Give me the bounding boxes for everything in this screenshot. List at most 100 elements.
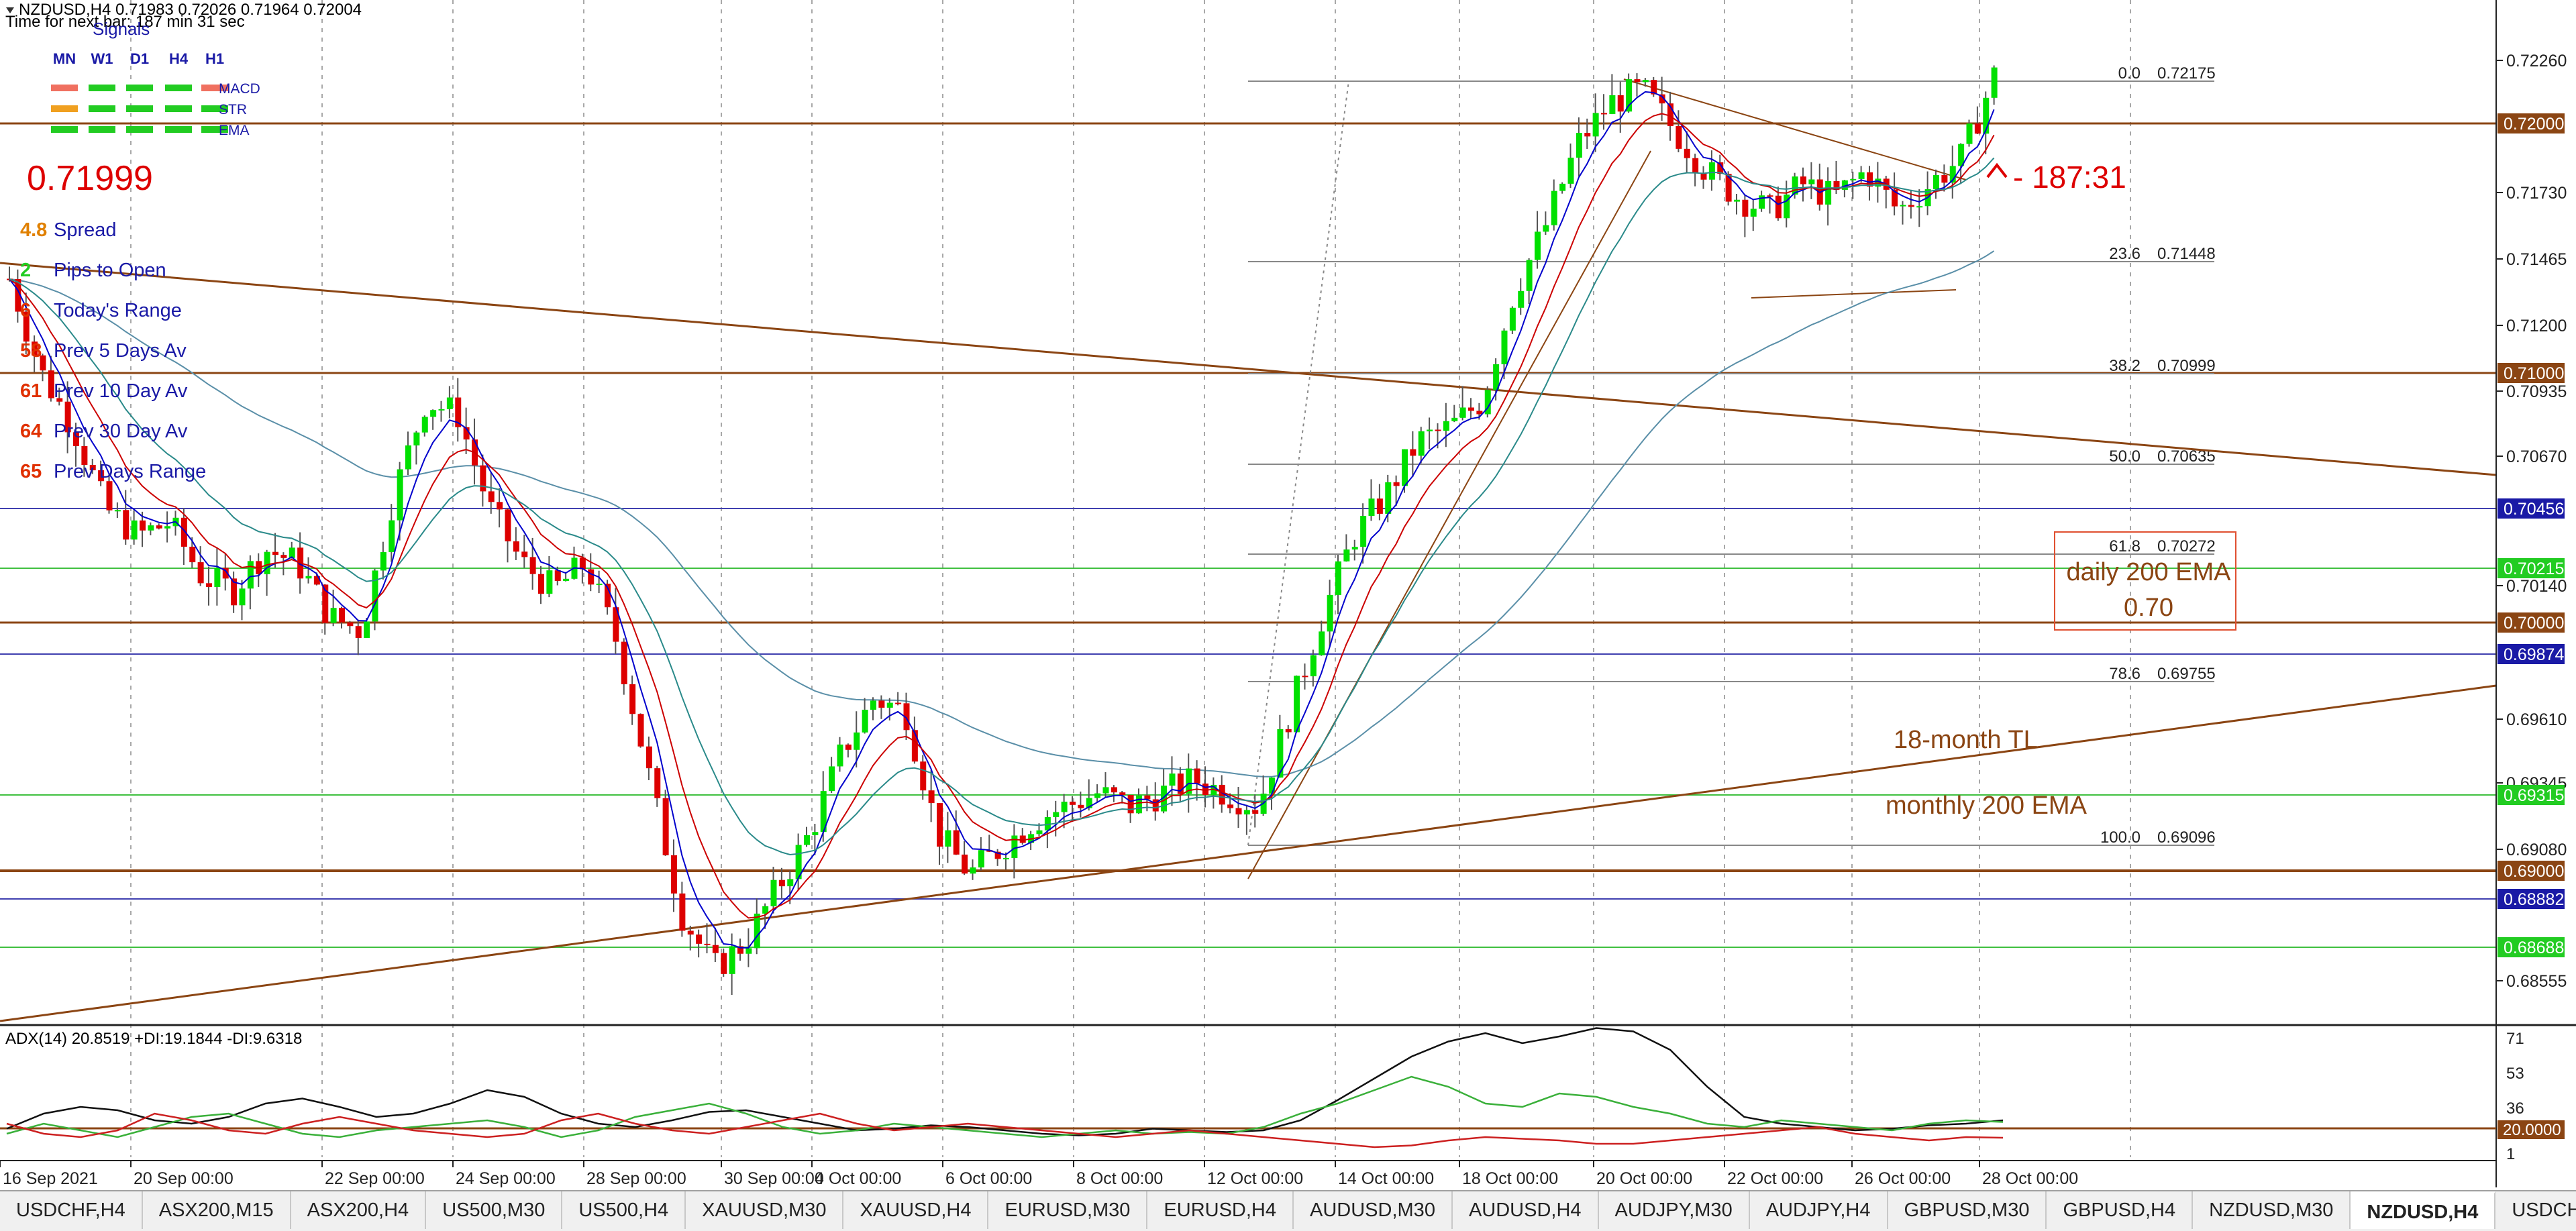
price-tick: 0.71730 [2506, 184, 2567, 203]
fibonacci-retracement[interactable] [1247, 81, 2214, 846]
signal-bar [126, 105, 153, 112]
bull-candle [1443, 421, 1449, 431]
signal-bar [126, 126, 153, 133]
bear-candle [671, 855, 677, 894]
symbol-tab[interactable]: US500,H4 [562, 1191, 686, 1229]
fib-labels: 0.0 0.72175 23.6 0.71448 38.2 0.70999 50… [2100, 64, 2216, 847]
symbol-tab[interactable]: USDCHF [2495, 1191, 2576, 1229]
fib-ratio: 23.6 [2109, 245, 2141, 263]
bull-candle [1933, 174, 1939, 190]
bull-candle [1459, 407, 1466, 418]
symbol-tab[interactable]: ASX200,M15 [143, 1191, 291, 1229]
bull-candle [1368, 498, 1375, 517]
rally-trend-line [1247, 150, 1651, 879]
bear-candle [1202, 784, 1208, 796]
bear-candle [32, 341, 38, 356]
symbol-tab[interactable]: NZDUSD,M30 [2193, 1191, 2351, 1229]
signal-bar [165, 105, 192, 112]
bull-candle [1036, 830, 1043, 835]
symbol-tab[interactable]: AUDJPY,H4 [1750, 1191, 1888, 1229]
moving-average-lines [9, 91, 1995, 949]
bull-candle [389, 520, 395, 553]
symbol-tab[interactable]: ASX200,H4 [291, 1191, 427, 1229]
symbol-tab[interactable]: GBPUSD,M30 [1888, 1191, 2047, 1229]
bear-candle [1476, 411, 1483, 415]
bear-candle [737, 946, 743, 954]
bear-candle [106, 481, 113, 511]
info-value: 61 [20, 380, 42, 402]
daily-ema-annotation[interactable]: daily 200 EMA 0.70 [2054, 531, 2236, 631]
price-level-text: 0.68882 [2504, 890, 2564, 909]
bull-candle [1351, 547, 1358, 550]
bear-candle [272, 551, 278, 555]
bear-candle [1435, 429, 1441, 431]
bear-candle [156, 525, 162, 529]
symbol-tab[interactable]: XAUUSD,M30 [686, 1191, 844, 1229]
symbol-tab[interactable]: AUDUSD,H4 [1453, 1191, 1599, 1229]
bear-candle [704, 943, 711, 945]
symbol-tab[interactable]: USDCHF,H4 [0, 1191, 143, 1229]
bear-candle [1684, 148, 1690, 158]
bear-candle [911, 730, 918, 762]
bear-candle [1227, 804, 1234, 808]
adx-panel[interactable]: ADX(14) 20.8519 +DI:19.1844 -DI:9.6318 7… [0, 1024, 2576, 1163]
bull-candle [1243, 810, 1250, 815]
bull-candle [1003, 857, 1009, 859]
bull-candle [131, 520, 138, 540]
bear-candle [505, 509, 511, 541]
bear-candle [1941, 174, 1948, 183]
symbol-tab[interactable]: NZDUSD,H4 [2351, 1191, 2496, 1229]
horizontal-levels [0, 122, 2496, 948]
bull-candle [1916, 206, 1923, 208]
tl-label: 18-month TL [1894, 726, 2038, 754]
chart-header: NZDUSD,H4 0.71983 0.72026 0.71964 0.7200… [5, 1, 362, 39]
bear-candle [480, 465, 486, 492]
price-level-box [2497, 889, 2565, 909]
bear-candle [1177, 773, 1184, 794]
bear-candle [81, 445, 88, 465]
symbol-tab[interactable]: EURUSD,H4 [1147, 1191, 1294, 1229]
ema-fast-line [9, 91, 1995, 949]
price-tick: 0.70935 [2506, 382, 2567, 401]
bull-candle [1501, 330, 1508, 364]
symbol-tab[interactable]: US500,M30 [426, 1191, 563, 1229]
bull-candle [1592, 113, 1599, 137]
bull-candle [1825, 180, 1832, 205]
time-label: 30 Sep 00:00 [724, 1169, 824, 1188]
trend-lines[interactable] [0, 78, 2497, 1022]
symbol-tab[interactable]: AUDUSD,M30 [1294, 1191, 1453, 1229]
bull-candle [754, 913, 760, 949]
bull-candle [148, 525, 154, 531]
bull-candle [1186, 768, 1192, 794]
price-tick: 0.71465 [2506, 250, 2567, 269]
bear-candle [1700, 172, 1707, 180]
bull-candle [330, 608, 337, 623]
price-axis[interactable]: 0.72260 0.71730 0.71465 0.71200 0.70935 0.706… [2495, 0, 2567, 1187]
bull-candle [745, 948, 752, 954]
price-level-box [2497, 363, 2565, 383]
bull-candle [1543, 225, 1549, 232]
time-label: 22 Sep 00:00 [325, 1169, 425, 1188]
bull-candle [430, 410, 437, 417]
bull-candle [804, 835, 810, 845]
bear-candle [538, 574, 544, 594]
time-label: 22 Oct 00:00 [1727, 1169, 1823, 1188]
bull-candle [289, 547, 295, 558]
bear-candle [962, 854, 968, 874]
fib-ratio: 50.0 [2109, 447, 2141, 466]
symbol-tab[interactable]: XAUUSD,H4 [843, 1191, 989, 1229]
bull-candle [446, 397, 453, 409]
symbol-tab[interactable]: EURUSD,M30 [988, 1191, 1148, 1229]
fib-price: 0.69755 [2157, 665, 2216, 683]
bear-candle [497, 502, 503, 510]
symbol-tab[interactable]: GBPUSD,H4 [2047, 1191, 2194, 1229]
bear-candle [197, 562, 204, 584]
bull-candle [1708, 162, 1715, 180]
bear-candle [1659, 94, 1665, 104]
symbol-tab[interactable]: AUDJPY,M30 [1599, 1191, 1750, 1229]
current-price: 0.71999 [27, 159, 153, 198]
info-label: Prev 10 Day Av [54, 380, 188, 402]
bull-candle [1102, 787, 1109, 794]
bull-candle [1493, 364, 1500, 390]
